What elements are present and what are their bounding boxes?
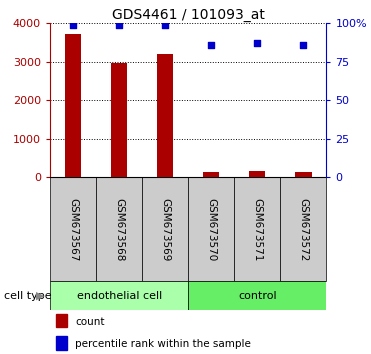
Bar: [249, 171, 265, 177]
Bar: [295, 172, 312, 177]
Point: [162, 22, 168, 27]
Bar: [142, 177, 188, 281]
Text: GSM673572: GSM673572: [298, 198, 308, 261]
Bar: [280, 177, 326, 281]
Point: [209, 42, 214, 47]
Bar: [188, 177, 234, 281]
Text: GSM673571: GSM673571: [252, 198, 262, 261]
Text: endothelial cell: endothelial cell: [76, 291, 162, 301]
Bar: [157, 54, 173, 177]
Bar: [56, 336, 67, 350]
Text: GSM673569: GSM673569: [160, 198, 170, 261]
Title: GDS4461 / 101093_at: GDS4461 / 101093_at: [112, 8, 265, 22]
Bar: [56, 314, 67, 327]
Text: GSM673567: GSM673567: [68, 198, 78, 261]
Text: count: count: [75, 317, 105, 327]
Bar: [234, 177, 280, 281]
Text: control: control: [238, 291, 277, 301]
Text: percentile rank within the sample: percentile rank within the sample: [75, 339, 251, 349]
Bar: [96, 177, 142, 281]
Bar: [50, 281, 188, 310]
Bar: [50, 177, 96, 281]
Text: GSM673570: GSM673570: [206, 198, 216, 261]
Text: cell type: cell type: [4, 291, 51, 301]
Bar: [111, 63, 127, 177]
Bar: [188, 281, 326, 310]
Bar: [65, 34, 81, 177]
Text: GSM673568: GSM673568: [114, 198, 124, 261]
Point: [255, 40, 260, 46]
Point: [70, 22, 76, 27]
Point: [301, 42, 306, 47]
Text: ▶: ▶: [36, 291, 45, 301]
Point: [116, 22, 122, 27]
Bar: [203, 172, 219, 177]
